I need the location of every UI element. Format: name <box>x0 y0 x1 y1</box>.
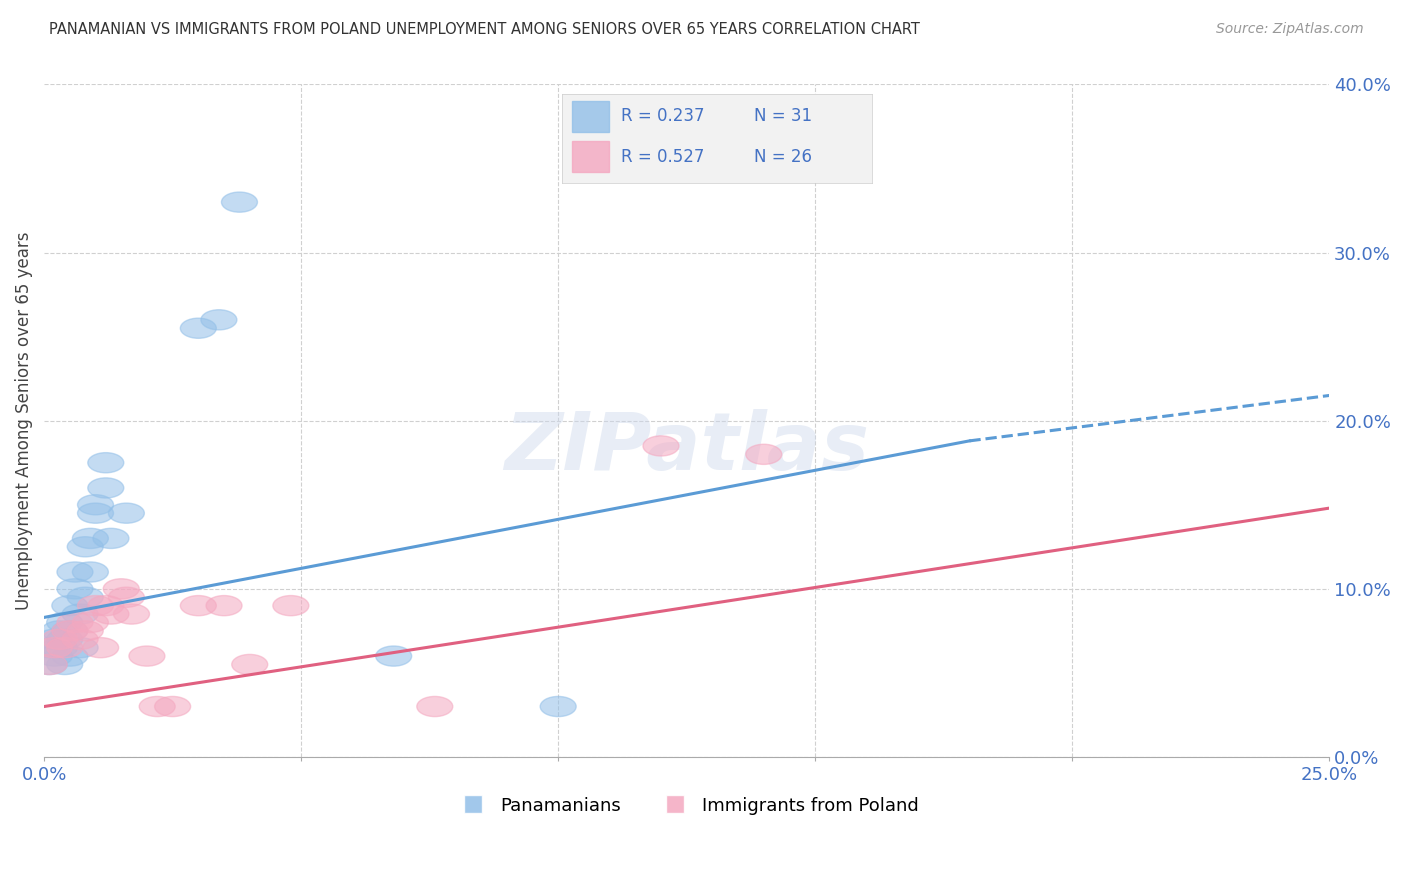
Ellipse shape <box>273 596 309 615</box>
Ellipse shape <box>108 503 145 524</box>
Ellipse shape <box>72 528 108 549</box>
Ellipse shape <box>114 604 149 624</box>
Ellipse shape <box>31 638 67 657</box>
Ellipse shape <box>62 629 98 649</box>
Ellipse shape <box>83 638 118 657</box>
Legend: Panamanians, Immigrants from Poland: Panamanians, Immigrants from Poland <box>447 789 927 822</box>
Ellipse shape <box>201 310 236 330</box>
Y-axis label: Unemployment Among Seniors over 65 years: Unemployment Among Seniors over 65 years <box>15 231 32 610</box>
Ellipse shape <box>745 444 782 465</box>
Ellipse shape <box>72 613 108 632</box>
Ellipse shape <box>72 562 108 582</box>
Ellipse shape <box>58 579 93 599</box>
Ellipse shape <box>232 655 267 674</box>
Text: Source: ZipAtlas.com: Source: ZipAtlas.com <box>1216 22 1364 37</box>
Text: PANAMANIAN VS IMMIGRANTS FROM POLAND UNEMPLOYMENT AMONG SENIORS OVER 65 YEARS CO: PANAMANIAN VS IMMIGRANTS FROM POLAND UNE… <box>49 22 920 37</box>
Ellipse shape <box>222 192 257 212</box>
Ellipse shape <box>52 621 87 641</box>
Ellipse shape <box>67 587 103 607</box>
Ellipse shape <box>52 646 87 666</box>
Ellipse shape <box>93 528 129 549</box>
Ellipse shape <box>37 629 72 649</box>
Bar <box>572 101 609 132</box>
Ellipse shape <box>375 646 412 666</box>
Ellipse shape <box>37 646 72 666</box>
Ellipse shape <box>108 587 145 607</box>
Ellipse shape <box>58 562 93 582</box>
Ellipse shape <box>37 638 72 657</box>
Ellipse shape <box>77 596 114 615</box>
Ellipse shape <box>416 697 453 716</box>
Ellipse shape <box>62 604 98 624</box>
Text: N = 31: N = 31 <box>754 107 813 126</box>
Ellipse shape <box>67 621 103 641</box>
Ellipse shape <box>67 537 103 557</box>
Ellipse shape <box>46 638 83 657</box>
Ellipse shape <box>31 655 67 674</box>
Ellipse shape <box>58 613 93 632</box>
Ellipse shape <box>180 596 217 615</box>
Ellipse shape <box>129 646 165 666</box>
Ellipse shape <box>46 629 83 649</box>
Ellipse shape <box>42 621 77 641</box>
Ellipse shape <box>46 655 83 674</box>
Ellipse shape <box>155 697 191 716</box>
Text: N = 26: N = 26 <box>754 147 813 166</box>
Ellipse shape <box>62 638 98 657</box>
Ellipse shape <box>87 452 124 473</box>
Ellipse shape <box>180 318 217 338</box>
Ellipse shape <box>139 697 176 716</box>
Ellipse shape <box>207 596 242 615</box>
Ellipse shape <box>93 604 129 624</box>
Text: R = 0.527: R = 0.527 <box>621 147 704 166</box>
Ellipse shape <box>52 596 87 615</box>
Ellipse shape <box>52 621 87 641</box>
Ellipse shape <box>643 436 679 456</box>
Ellipse shape <box>103 579 139 599</box>
Ellipse shape <box>77 495 114 515</box>
Ellipse shape <box>46 613 83 632</box>
Bar <box>572 141 609 172</box>
Ellipse shape <box>540 697 576 716</box>
Ellipse shape <box>77 503 114 524</box>
Text: ZIPatlas: ZIPatlas <box>505 409 869 487</box>
Ellipse shape <box>87 596 124 615</box>
Ellipse shape <box>87 478 124 498</box>
Ellipse shape <box>31 655 67 674</box>
Text: R = 0.237: R = 0.237 <box>621 107 704 126</box>
Ellipse shape <box>42 629 77 649</box>
Ellipse shape <box>42 638 77 657</box>
